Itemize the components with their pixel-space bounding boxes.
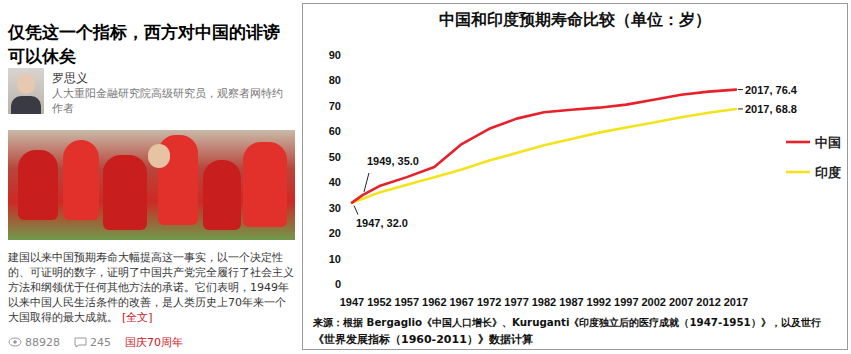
- x-tick-label: 1987: [559, 296, 583, 308]
- eye-pupil: [13, 340, 17, 344]
- read-more[interactable]: [全文]: [122, 311, 153, 324]
- y-tick-label: 70: [329, 100, 341, 112]
- y-tick-label: 30: [329, 202, 341, 214]
- y-tick-label: 10: [329, 253, 341, 265]
- eye-outline: [9, 338, 21, 346]
- source-note: 来源：根据 Bergaglio《中国人口增长》、Kuruganti《印度独立后的…: [312, 316, 821, 328]
- photo-face: [148, 144, 170, 168]
- photo-figure: [203, 160, 241, 230]
- comments-icon: [74, 337, 87, 348]
- legend-swatch: [786, 141, 810, 144]
- y-tick-label: 50: [329, 151, 341, 163]
- x-tick-label: 1982: [532, 296, 556, 308]
- x-tick-label: 1957: [395, 296, 419, 308]
- x-tick-label: 1952: [367, 296, 391, 308]
- annotation-leader: [738, 108, 743, 109]
- author-name: 罗思义: [52, 70, 88, 87]
- footer: 88928 245 国庆70周年: [8, 334, 183, 350]
- bubble: [75, 338, 86, 347]
- x-tick-label: 1972: [477, 296, 501, 308]
- x-tick-label: 2017: [724, 296, 748, 308]
- photo-figure: [103, 155, 147, 230]
- x-tick-label: 1992: [587, 296, 611, 308]
- y-tick-label: 0: [335, 278, 341, 290]
- photo-figure: [18, 150, 58, 220]
- annotation-leader: [354, 206, 358, 215]
- y-tick-label: 90: [329, 49, 341, 61]
- chart: 中国和印度预期寿命比较（单位：岁） 0 10 20 30 40 50 60 70 80 90 1947…: [0, 0, 851, 354]
- article-title[interactable]: 仅凭这一个指标，西方对中国的诽谤可以休矣: [8, 20, 288, 68]
- x-tick-label: 1977: [504, 296, 528, 308]
- x-tick-label: 1967: [449, 296, 473, 308]
- page: {"article": { "title": "仅凭这一个指标，西方对中国的诽谤…: [0, 0, 851, 354]
- views-icon: [8, 337, 22, 347]
- photo-figure: [243, 142, 287, 227]
- y-tick-label: 20: [329, 227, 341, 239]
- annotation: 2017, 68.8: [745, 103, 797, 115]
- x-tick-label: 1962: [422, 296, 446, 308]
- legend-label: 印度: [815, 165, 841, 180]
- plot-area: [352, 90, 736, 203]
- x-tick-label: 1947: [340, 296, 364, 308]
- series-line: [352, 90, 736, 203]
- legend-label: 中国: [815, 135, 841, 150]
- y-tick-label: 60: [329, 125, 341, 137]
- tag[interactable]: 国庆70周年: [125, 335, 183, 350]
- annotation-leader: [738, 89, 743, 90]
- x-tick-label: 1997: [614, 296, 638, 308]
- legend-swatch: [786, 171, 810, 174]
- author-bio: 人大重阳金融研究院高级研究员，观察者网特约作者: [52, 86, 287, 116]
- chart-title: 中国和印度预期寿命比较（单位：岁）: [439, 10, 711, 29]
- x-tick-label: 2007: [669, 296, 693, 308]
- annotation: 1947, 32.0: [356, 217, 408, 229]
- photo-figure: [63, 140, 99, 220]
- comments: 245: [90, 336, 111, 349]
- annotation-leader: [364, 173, 369, 192]
- x-tick-label: 2002: [641, 296, 665, 308]
- source-note: 《世界发展指标（1960-2011）》数据计算: [313, 333, 533, 346]
- annotation: 2017, 76.4: [745, 84, 798, 96]
- series-line: [352, 109, 736, 203]
- chart-frame: [303, 4, 848, 350]
- summary: 建国以来中国预期寿命大幅提高这一事实，以一个决定性的、可证明的数字，证明了中国共…: [8, 250, 296, 325]
- x-tick-label: 2012: [696, 296, 720, 308]
- avatar-face: [17, 74, 35, 94]
- y-tick-label: 40: [329, 176, 341, 188]
- avatar-body: [11, 96, 41, 114]
- avatar: [8, 68, 44, 114]
- y-tick-label: 80: [329, 74, 341, 86]
- photo: [8, 130, 295, 240]
- views: 88928: [25, 336, 60, 349]
- annotation: 1949, 35.0: [367, 155, 419, 167]
